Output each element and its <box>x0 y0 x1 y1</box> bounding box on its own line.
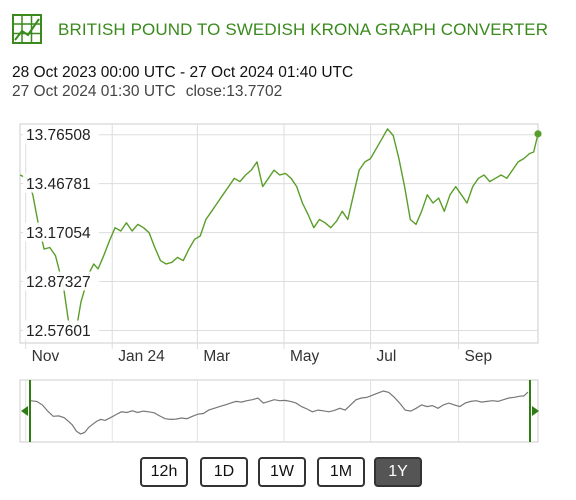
timeframe-1m-button[interactable]: 1M <box>317 457 365 487</box>
y-tick-text: 13.17054 <box>26 225 91 242</box>
x-tick-label: Sep <box>465 348 493 365</box>
hover-time: 27 Oct 2024 01:30 UTC <box>12 83 176 100</box>
y-tick-label-bg <box>23 124 99 144</box>
y-tick-text: 13.46781 <box>26 176 91 193</box>
handle-arrow <box>21 406 28 416</box>
y-tick-label: 13.76508 <box>23 124 99 144</box>
handle-arrow <box>532 406 539 416</box>
y-tick-text: 12.87327 <box>26 274 91 291</box>
exchange-rate-chart[interactable]: Nov Jan 24 Mar May Jul Sep 13.76508 13.46781 13.… <box>0 0 576 455</box>
y-tick-label: 12.87327 <box>23 271 99 291</box>
y-tick-text: 12.57601 <box>26 323 91 340</box>
overview-right-handle[interactable] <box>529 380 539 442</box>
y-tick-label-bg <box>23 173 99 193</box>
y-tick-label: 13.46781 <box>23 173 99 193</box>
chart-grid-icon <box>12 14 42 44</box>
y-tick-label-bg <box>23 271 99 291</box>
x-tick-label: Nov <box>32 348 60 365</box>
date-range-label: 28 Oct 2023 00:00 UTC - 27 Oct 2024 01:4… <box>12 64 354 81</box>
x-tick-label: May <box>290 348 320 365</box>
page-title: BRITISH POUND TO SWEDISH KRONA GRAPH CON… <box>58 20 549 39</box>
x-tick-label: Jul <box>377 348 397 365</box>
timeframe-1d-button[interactable]: 1D <box>200 457 248 487</box>
y-tick-label-bg <box>23 320 99 340</box>
timeframe-1y-button[interactable]: 1Y <box>374 457 422 487</box>
overview-line <box>29 390 529 435</box>
y-tick-label-bg <box>23 222 99 242</box>
plot-frame <box>19 123 539 344</box>
overview-left-handle[interactable] <box>21 380 31 442</box>
timeframe-buttons: 12h 1D 1W 1M 1Y <box>0 457 576 491</box>
x-tick-label: Mar <box>203 348 230 365</box>
series-line <box>19 128 539 334</box>
overview-frame <box>19 379 539 443</box>
y-tick-label: 13.17054 <box>23 222 99 242</box>
hover-close: close:13.7702 <box>185 83 283 100</box>
x-tick-label: Jan 24 <box>118 348 165 365</box>
hover-readout: 27 Oct 2024 01:30 UTC close:13.7702 <box>12 83 292 101</box>
y-tick-text: 13.76508 <box>26 127 91 144</box>
last-point-marker <box>534 130 542 138</box>
timeframe-12h-button[interactable]: 12h <box>140 457 188 487</box>
timeframe-1w-button[interactable]: 1W <box>258 457 306 487</box>
y-tick-label: 12.57601 <box>23 320 99 340</box>
